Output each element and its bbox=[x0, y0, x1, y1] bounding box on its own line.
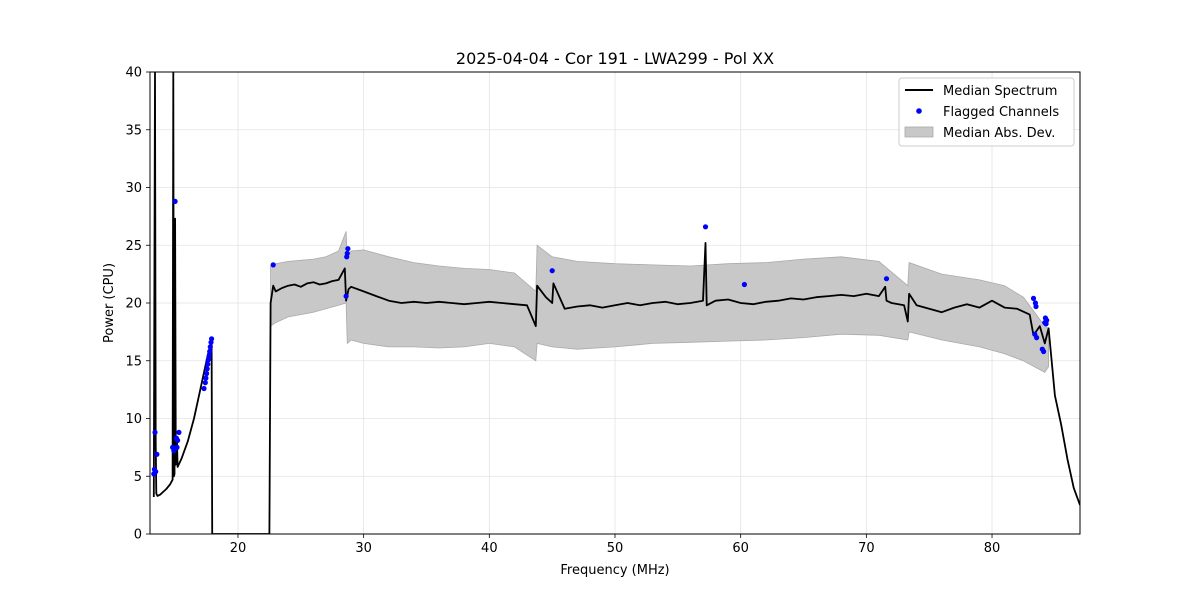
legend: Median Spectrum Flagged Channels Median Ab… bbox=[898, 77, 1075, 147]
flagged-channel-point bbox=[702, 224, 709, 230]
median-line-layer bbox=[152, 72, 1080, 534]
x-tick-label: 80 bbox=[984, 541, 1001, 556]
x-tick-label: 50 bbox=[607, 541, 624, 556]
flagged-channel-point bbox=[174, 444, 180, 450]
flagged-channel-point bbox=[204, 366, 210, 372]
flagged-channel-point bbox=[204, 370, 210, 377]
y-tick-label: 10 bbox=[125, 412, 142, 427]
y-tick-label: 25 bbox=[125, 239, 142, 254]
flagged-channel-point bbox=[176, 429, 182, 435]
x-tick-label: 60 bbox=[732, 541, 749, 556]
x-axis-label: Frequency (MHz) bbox=[560, 563, 669, 578]
flagged-channel-point bbox=[883, 276, 890, 282]
y-tick-label: 0 bbox=[134, 528, 142, 543]
flagged-channel-point bbox=[1033, 303, 1039, 310]
flagged-channel-point bbox=[207, 344, 213, 350]
x-tick-label: 30 bbox=[355, 541, 372, 556]
flagged-channel-point bbox=[153, 469, 159, 475]
flagged-channel-point bbox=[205, 361, 211, 367]
y-tick-label: 30 bbox=[125, 181, 142, 196]
flagged-points-layer bbox=[151, 198, 1050, 477]
y-tick-label: 35 bbox=[125, 123, 142, 138]
x-tick-label: 70 bbox=[858, 541, 875, 556]
flagged-channel-point bbox=[345, 246, 351, 252]
flagged-channel-point bbox=[202, 380, 208, 386]
flagged-channel-point bbox=[206, 353, 212, 359]
flagged-channel-point bbox=[207, 348, 213, 355]
legend-marker-swatch bbox=[916, 108, 922, 114]
flagged-channel-point bbox=[1044, 317, 1050, 323]
flagged-channel-point bbox=[343, 293, 349, 299]
flagged-channel-point bbox=[175, 437, 181, 443]
y-tick-label: 5 bbox=[134, 470, 142, 485]
flagged-channel-point bbox=[209, 336, 215, 342]
legend-label: Flagged Channels bbox=[943, 105, 1059, 120]
flagged-channel-point bbox=[270, 262, 276, 268]
legend-box bbox=[898, 77, 1075, 147]
y-tick-label: 40 bbox=[125, 66, 142, 81]
median-spectrum-line bbox=[152, 72, 1080, 534]
y-tick-label: 15 bbox=[125, 354, 142, 369]
flagged-channel-point bbox=[152, 429, 158, 435]
flagged-channel-point bbox=[154, 451, 160, 457]
y-tick-label: 20 bbox=[125, 297, 142, 312]
y-axis-label: Power (CPU) bbox=[102, 263, 117, 343]
flagged-channel-point bbox=[201, 385, 207, 392]
flagged-channel-point bbox=[1030, 295, 1037, 301]
flagged-channel-point bbox=[1041, 348, 1047, 355]
legend-band-swatch bbox=[904, 126, 934, 138]
flagged-channel-point bbox=[172, 198, 178, 204]
flagged-channel-point bbox=[344, 250, 350, 256]
flagged-channel-point bbox=[741, 281, 748, 288]
legend-label: Median Spectrum bbox=[943, 84, 1057, 99]
flagged-channel-point bbox=[1034, 335, 1040, 341]
axis-ticks: 20 30 40 50 60 70 80 0 5 10 15 20 25 30 35 40 bbox=[125, 66, 1000, 557]
chart-title: 2025-04-04 - Cor 191 - LWA299 - Pol XX bbox=[456, 49, 774, 68]
x-tick-label: 40 bbox=[481, 541, 498, 556]
x-tick-label: 20 bbox=[230, 541, 247, 556]
flagged-channel-point bbox=[549, 268, 555, 274]
flagged-channel-point bbox=[171, 448, 177, 454]
legend-label: Median Abs. Dev. bbox=[943, 126, 1055, 141]
flagged-channel-point bbox=[203, 375, 209, 381]
